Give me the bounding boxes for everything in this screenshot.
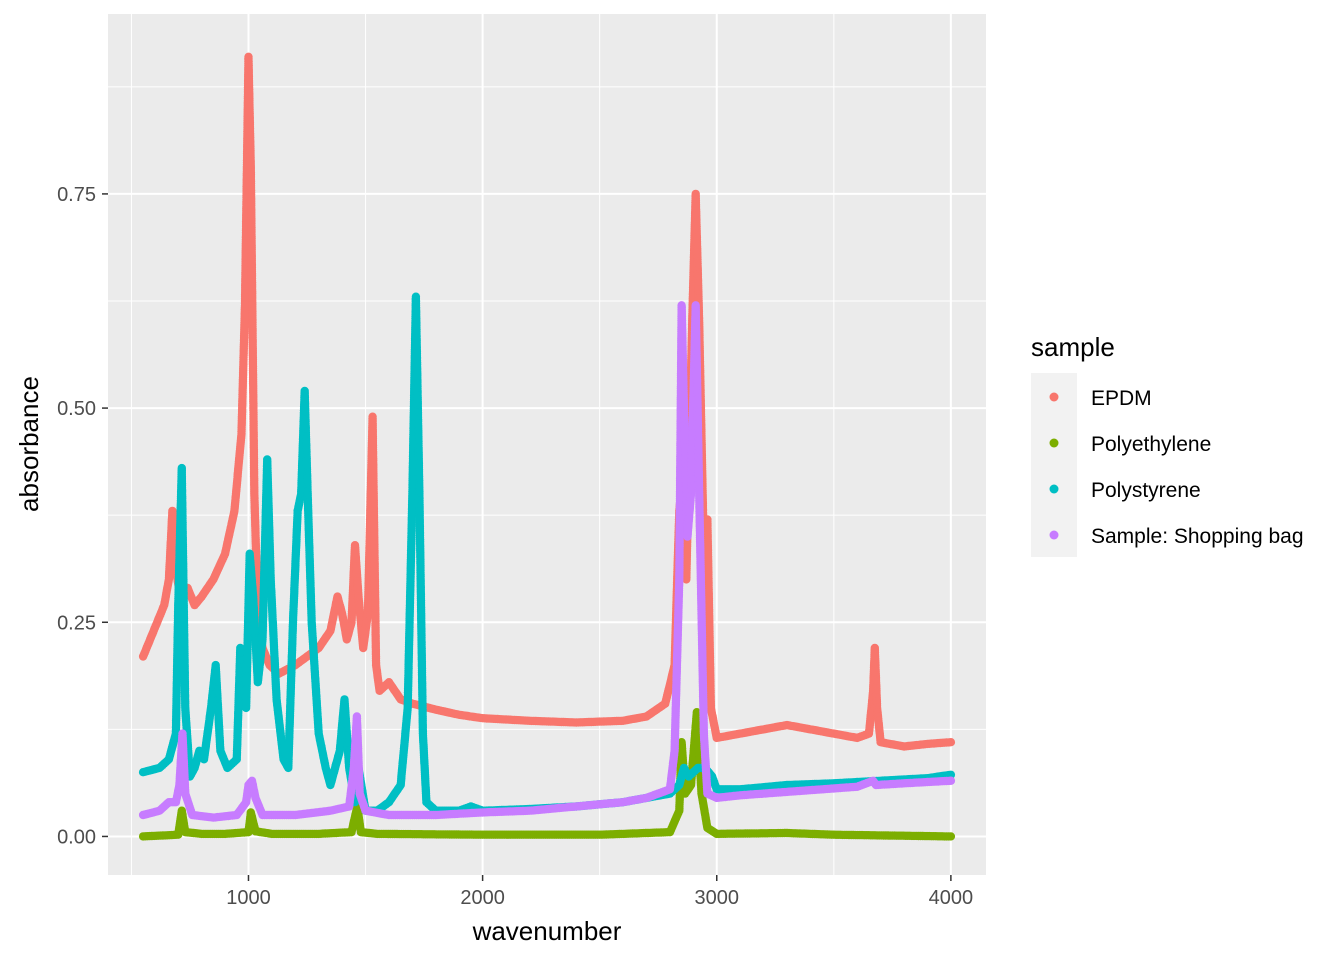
data-point bbox=[946, 738, 956, 747]
minor-gridlines bbox=[108, 14, 986, 875]
data-point bbox=[946, 832, 956, 841]
series-epdm bbox=[138, 52, 956, 751]
series-layer bbox=[138, 52, 956, 841]
